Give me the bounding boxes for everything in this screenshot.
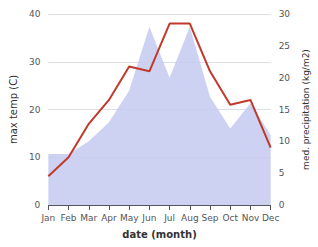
svg-text:30: 30 (279, 9, 291, 19)
svg-text:30: 30 (29, 57, 41, 67)
svg-text:Oct: Oct (222, 213, 238, 223)
svg-text:med. precipitation (kg/m2): med. precipitation (kg/m2) (301, 49, 311, 170)
svg-text:20: 20 (29, 105, 41, 115)
svg-text:0: 0 (279, 200, 285, 210)
svg-text:40: 40 (29, 9, 41, 19)
svg-text:Dec: Dec (262, 213, 279, 223)
svg-text:date (month): date (month) (122, 229, 196, 240)
svg-text:15: 15 (279, 105, 290, 115)
svg-text:10: 10 (29, 152, 41, 162)
svg-text:10: 10 (279, 136, 291, 146)
svg-text:Nov: Nov (242, 213, 260, 223)
svg-text:max temp (C): max temp (C) (8, 75, 19, 144)
svg-text:Sep: Sep (202, 213, 219, 223)
svg-text:Jun: Jun (141, 213, 156, 223)
svg-text:Jul: Jul (163, 213, 175, 223)
svg-text:0: 0 (35, 200, 41, 210)
svg-text:Apr: Apr (101, 213, 117, 223)
svg-text:May: May (120, 213, 139, 223)
svg-text:25: 25 (279, 41, 290, 51)
svg-text:20: 20 (279, 73, 291, 83)
svg-text:Feb: Feb (61, 213, 77, 223)
svg-text:5: 5 (279, 168, 285, 178)
svg-text:Jan: Jan (40, 213, 55, 223)
svg-text:Aug: Aug (181, 213, 199, 223)
svg-text:Mar: Mar (80, 213, 97, 223)
